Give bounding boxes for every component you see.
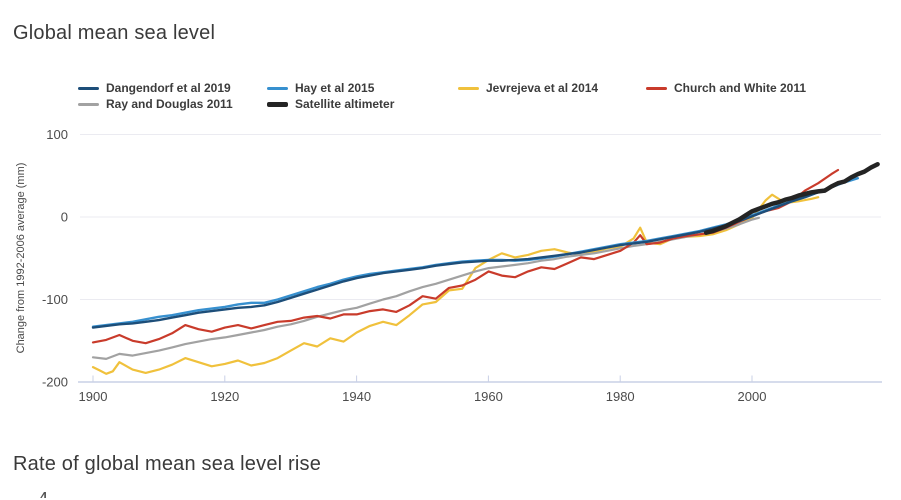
legend-label: Ray and Douglas 2011	[106, 97, 233, 111]
x-tick-label-1960: 1960	[474, 389, 503, 404]
series-line-dangendorf-2019	[91, 176, 853, 329]
legend-label: Church and White 2011	[674, 81, 807, 95]
legend-label: Dangendorf et al 2019	[106, 81, 231, 95]
x-tick-label-2000: 2000	[738, 389, 767, 404]
legend-item-hay: Hay et al 2015	[267, 81, 374, 95]
legend-line-swatch	[458, 86, 479, 90]
x-tick-label-1920: 1920	[210, 389, 239, 404]
legend-item-dangendorf: Dangendorf et al 2019	[78, 81, 231, 95]
series-line-hay-2015	[91, 176, 859, 328]
legend-label: Jevrejeva et al 2014	[486, 81, 599, 95]
legend-item-ray-douglas: Ray and Douglas 2011	[78, 97, 233, 111]
legend-line-swatch	[78, 86, 99, 90]
series-line-satellite-altimeter	[703, 161, 880, 235]
legend-label: Hay et al 2015	[295, 81, 375, 95]
legend-item-satellite: Satellite altimeter	[267, 97, 394, 111]
x-tick-label-1980: 1980	[606, 389, 635, 404]
chart-title: Global mean sea level	[13, 22, 216, 44]
legend-line-swatch	[78, 102, 99, 106]
next-chart-partial-tick-label: 4	[40, 489, 48, 498]
legend-line-swatch	[267, 86, 288, 90]
y-tick-label-minus200: -200	[42, 375, 68, 390]
y-tick-label-100: 100	[46, 127, 68, 142]
y-axis-label: Change from 1992-2006 average (mm)	[15, 163, 27, 354]
chart-legend: Dangendorf et al 2019 Hay et al 2015 Jev…	[0, 0, 901, 120]
series-layer	[91, 161, 880, 375]
x-tick-label-1900: 1900	[79, 389, 108, 404]
legend-item-jevrejeva: Jevrejeva et al 2014	[458, 81, 598, 95]
series-line-church-white-2011	[91, 168, 840, 345]
series-line-jevrejeva-2014	[91, 193, 820, 375]
y-tick-label-0: 0	[61, 210, 68, 225]
x-tick-label-1940: 1940	[342, 389, 371, 404]
next-chart-title: Rate of global mean sea level rise	[13, 453, 322, 475]
legend-label: Satellite altimeter	[295, 97, 395, 111]
legend-line-swatch	[646, 86, 667, 90]
legend-line-swatch	[267, 101, 288, 107]
legend-item-church-white: Church and White 2011	[646, 81, 806, 95]
y-tick-label-minus100: -100	[42, 292, 68, 307]
